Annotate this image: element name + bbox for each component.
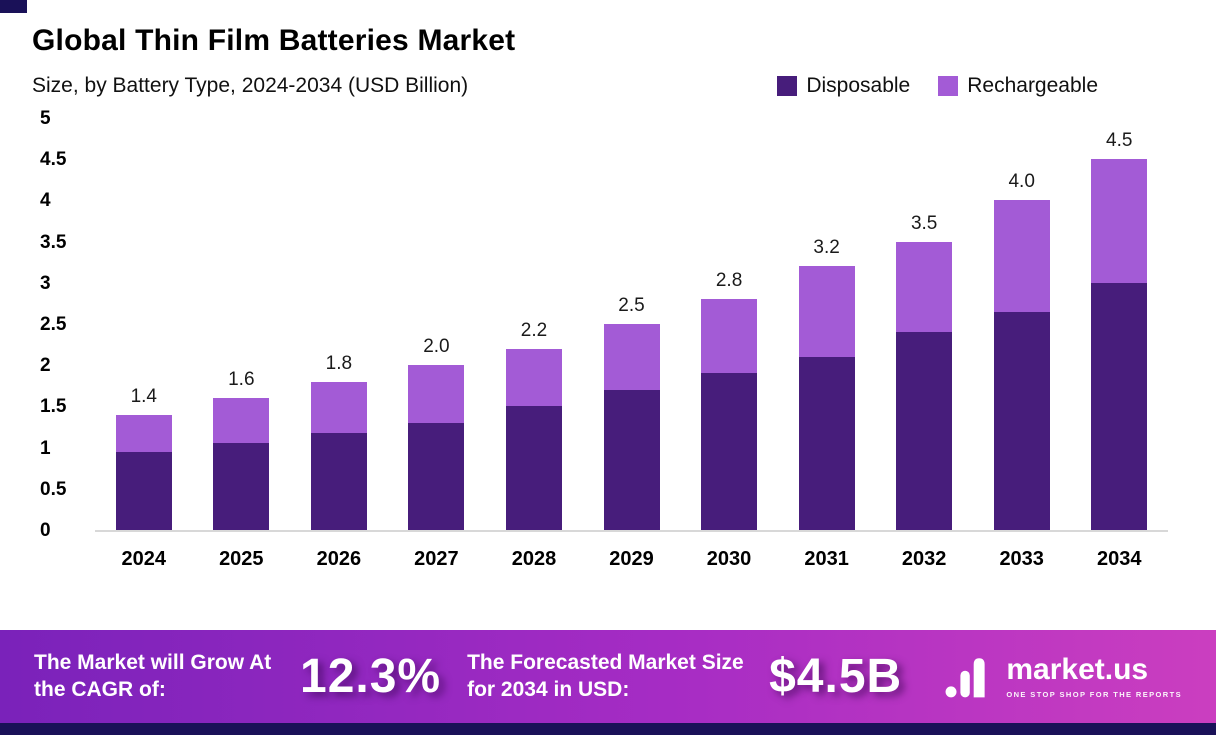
bar-total-label: 4.5 <box>1106 130 1133 152</box>
bar-segment-rechargeable <box>408 365 465 423</box>
legend-label-disposable: Disposable <box>806 74 911 97</box>
bar-segment-rechargeable <box>505 348 562 407</box>
footer-banner: The Market will Grow At the CAGR of: 12.… <box>0 630 1216 723</box>
stacked-bar-chart: 0 0.5 1 1.5 2 2.5 3 3.5 4 4.5 5 1.4 1.6 1.8 2.0 2.2 2.5… <box>40 108 1168 541</box>
bar-group: 2.2 <box>485 320 583 530</box>
bar-group: 2.5 <box>583 295 681 530</box>
legend-item-disposable: Disposable <box>777 74 910 98</box>
y-tick-label: 5 <box>40 108 51 129</box>
x-tick-label: 2028 <box>511 548 557 570</box>
bar-total-label: 3.2 <box>813 237 840 259</box>
bar-segment-rechargeable <box>896 241 953 333</box>
bar-segment-rechargeable <box>115 414 172 452</box>
bar-group: 4.5 <box>1070 130 1168 530</box>
x-tick-label: 2033 <box>999 548 1044 570</box>
bar-total-label: 4.0 <box>1008 171 1035 193</box>
y-tick-label: 2.5 <box>40 314 67 335</box>
bar-segment-rechargeable <box>213 398 270 444</box>
chart-legend: Disposable Rechargeable <box>777 74 1098 98</box>
brand-name: market.us <box>1006 652 1149 686</box>
legend-swatch-disposable <box>777 76 798 96</box>
bar-group: 2.8 <box>680 270 778 530</box>
y-tick-label: 3.5 <box>40 231 67 253</box>
bar-segment-rechargeable <box>603 324 660 390</box>
y-tick-label: 1.5 <box>40 396 67 418</box>
x-tick-label: 2030 <box>706 548 752 570</box>
bar-segment-rechargeable <box>1091 159 1148 283</box>
x-tick-label: 2026 <box>316 548 362 570</box>
y-tick-label: 1 <box>40 437 51 459</box>
bottom-strip <box>0 723 1216 735</box>
bar-total-label: 1.6 <box>228 369 255 391</box>
bar-group: 4.0 <box>973 171 1071 530</box>
bar-segment-disposable <box>1091 282 1148 530</box>
bar-total-label: 1.8 <box>325 352 353 374</box>
x-tick-label: 2034 <box>1096 548 1142 570</box>
y-tick-label: 0.5 <box>40 478 67 500</box>
bar-group: 3.5 <box>875 213 973 530</box>
y-tick-label: 2 <box>40 355 51 377</box>
bar-segment-disposable <box>701 373 758 530</box>
bar-segment-rechargeable <box>993 200 1050 312</box>
bar-total-label: 2.5 <box>618 295 645 317</box>
bar-segment-disposable <box>213 443 270 530</box>
bar-segment-disposable <box>505 406 562 530</box>
bar-segment-rechargeable <box>798 266 855 357</box>
bar-segment-disposable <box>310 432 367 530</box>
bar-segment-rechargeable <box>701 299 758 374</box>
bar-segment-disposable <box>115 451 172 530</box>
bars-container: 1.4 1.6 1.8 2.0 2.2 2.5 2.8 3.2 3.5 4.0 4.5 <box>95 120 1168 530</box>
forecast-value: $4.5B <box>769 650 903 703</box>
bar-segment-disposable <box>993 311 1050 530</box>
bar-segment-disposable <box>798 356 855 530</box>
x-tick-label: 2032 <box>901 548 947 570</box>
bar-segment-disposable <box>896 332 953 530</box>
bar-total-label: 3.5 <box>910 212 938 234</box>
bar-total-label: 2.8 <box>715 270 743 292</box>
legend-item-rechargeable: Rechargeable <box>938 74 1098 98</box>
cagr-label: The Market will Grow At the CAGR of: <box>34 651 272 701</box>
market-us-icon <box>945 657 985 697</box>
bar-group: 1.6 <box>193 369 291 530</box>
x-tick-label: 2031 <box>804 548 849 570</box>
bar-total-label: 2.2 <box>520 319 548 341</box>
chart-header: Global Thin Film Batteries Market Size, … <box>0 0 1216 98</box>
bar-segment-rechargeable <box>310 381 367 433</box>
page-title: Global Thin Film Batteries Market <box>32 24 516 57</box>
corner-accent <box>0 0 27 13</box>
bar-group: 2.0 <box>388 336 486 530</box>
bar-total-label: 1.4 <box>130 385 157 407</box>
x-tick-label: 2024 <box>121 548 167 570</box>
y-tick-label: 4 <box>40 190 51 212</box>
y-tick-label: 0 <box>40 520 51 541</box>
bar-segment-disposable <box>603 389 660 530</box>
y-tick-label: 3 <box>40 272 51 294</box>
legend-swatch-rechargeable <box>938 76 959 96</box>
bar-group: 1.4 <box>95 386 193 530</box>
chart-subtitle: Size, by Battery Type, 2024-2034 (USD Bi… <box>32 74 469 97</box>
brand-logo[interactable]: market.us ONE STOP SHOP FOR THE REPORTS <box>944 652 1182 702</box>
legend-label-rechargeable: Rechargeable <box>967 74 1098 97</box>
forecast-label: The Forecasted Market Size for 2034 in U… <box>467 651 744 701</box>
x-tick-label: 2025 <box>219 548 264 570</box>
y-tick-label: 4.5 <box>40 149 67 171</box>
bar-total-label: 2.0 <box>423 336 450 358</box>
cagr-value: 12.3% <box>300 650 442 703</box>
bar-group: 1.8 <box>290 353 388 530</box>
bar-group: 3.2 <box>778 237 876 530</box>
x-tick-label: 2027 <box>414 548 459 570</box>
bar-segment-disposable <box>408 422 465 530</box>
x-tick-label: 2029 <box>609 548 654 570</box>
x-axis: 2024 2025 2026 2027 2028 2029 2030 2031 2032 2033… <box>95 548 1168 571</box>
brand-tagline: ONE STOP SHOP FOR THE REPORTS <box>1006 689 1182 699</box>
